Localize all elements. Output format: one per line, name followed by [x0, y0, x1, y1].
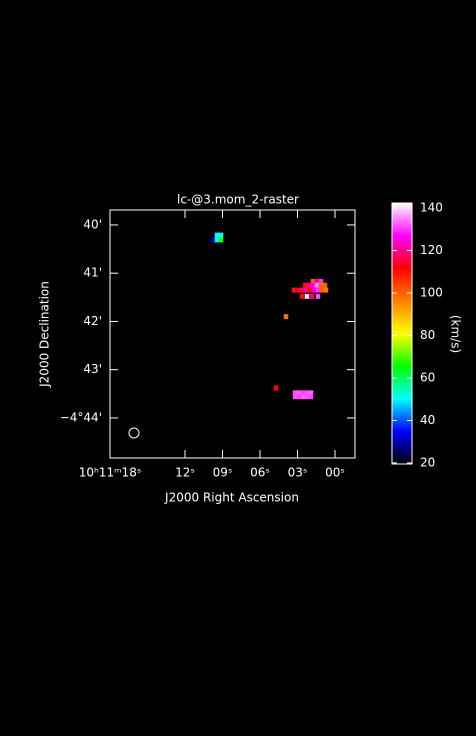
y-tick-label: 41' — [83, 266, 102, 280]
raster-pixel — [309, 293, 315, 299]
x-axis-label: J2000 Right Ascension — [164, 491, 299, 505]
raster-pixel — [311, 287, 317, 293]
y-axis-label: J2000 Declination — [38, 281, 52, 388]
x-tick-label: 10ʰ11ᵐ18ˢ — [79, 466, 142, 480]
raster-pixel — [304, 394, 310, 400]
x-tick-label: 06ˢ — [250, 466, 270, 480]
colorbar — [391, 202, 413, 465]
raster-pixel — [210, 237, 216, 243]
raster-pixel — [306, 282, 312, 288]
raster-pixel — [314, 278, 320, 284]
raster-pixel — [291, 287, 297, 293]
x-tick-label: 00ˢ — [325, 466, 345, 480]
raster-pixel — [315, 293, 321, 299]
raster-pixel — [304, 293, 310, 299]
raster-pixel — [218, 232, 224, 238]
raster-pixel — [273, 385, 279, 391]
colorbar-tick-label: 20 — [420, 455, 435, 469]
raster-pixel — [318, 282, 324, 288]
raster-pixel — [214, 232, 220, 238]
raster-pixel — [299, 287, 305, 293]
colorbar-tick-label: 80 — [420, 328, 435, 342]
y-tick-label: 42' — [83, 314, 102, 328]
raster-pixel — [308, 390, 314, 396]
y-tick-label: −4°44' — [60, 410, 102, 424]
raster-pixel — [318, 278, 324, 284]
colorbar-label: (km/s) — [449, 315, 463, 353]
x-tick-label: 12ˢ — [175, 466, 195, 480]
colorbar-tick-label: 40 — [420, 413, 435, 427]
colorbar-tick-label: 100 — [420, 286, 443, 300]
raster-pixel — [296, 390, 302, 396]
colorbar-tick-label: 120 — [420, 243, 443, 257]
raster-pixel — [299, 293, 305, 299]
raster-pixel — [323, 287, 329, 293]
y-tick-label: 43' — [83, 362, 102, 376]
plot-frame — [109, 209, 356, 459]
raster-pixel — [310, 282, 316, 288]
y-tick-label: 40' — [83, 217, 102, 231]
raster-pixel — [292, 390, 298, 396]
colorbar-tick-label: 140 — [420, 201, 443, 215]
raster-pixel — [214, 237, 220, 243]
chart-title: lc-@3.mom_2-raster — [177, 193, 299, 207]
raster-pixel — [300, 394, 306, 400]
raster-pixel — [315, 287, 321, 293]
raster-pixel — [283, 314, 289, 320]
raster-pixel — [302, 282, 308, 288]
raster-pixel — [319, 287, 325, 293]
raster-pixel — [310, 278, 316, 284]
beam — [128, 427, 140, 439]
raster-pixel — [296, 394, 302, 400]
raster-pixel — [303, 287, 309, 293]
raster-pixel — [314, 282, 320, 288]
raster-pixel — [304, 390, 310, 396]
raster-pixel — [292, 394, 298, 400]
x-tick-label: 03ˢ — [288, 466, 308, 480]
x-tick-label: 09ˢ — [213, 466, 233, 480]
raster-pixel — [322, 282, 328, 288]
raster-pixel — [307, 287, 313, 293]
raster-pixel — [308, 394, 314, 400]
raster-pixel — [295, 287, 301, 293]
raster-pixel — [300, 390, 306, 396]
colorbar-tick-label: 60 — [420, 370, 435, 384]
raster-pixel — [218, 237, 224, 243]
